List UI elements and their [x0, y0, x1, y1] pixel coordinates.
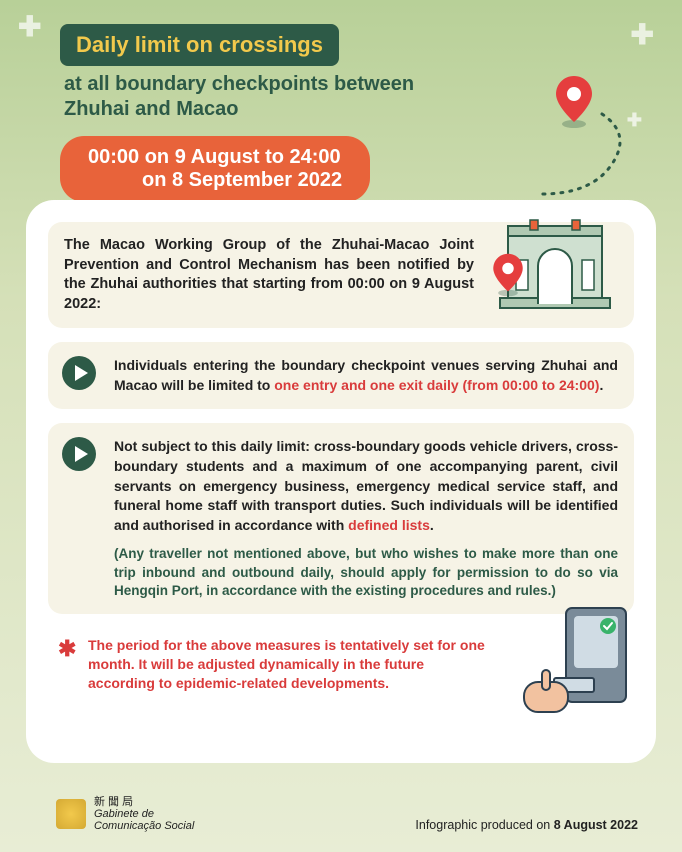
- date-range-pill: 00:00 on 9 August to 24:00 on 8 Septembe…: [60, 136, 370, 202]
- footer-produced: Infographic produced on 8 August 2022: [415, 818, 638, 832]
- play-bullet-icon: [62, 356, 96, 390]
- produced-date: 8 August 2022: [554, 818, 638, 832]
- bullet-highlight: one entry and one exit daily (from 00:00…: [274, 377, 599, 393]
- bullet-item: Individuals entering the boundary checkp…: [48, 342, 634, 409]
- bullet-note: (Any traveller not mentioned above, but …: [114, 545, 618, 600]
- bullet-after: .: [599, 377, 603, 393]
- dotted-path-icon: [532, 104, 642, 214]
- agency-logo-icon: [56, 799, 86, 829]
- date-line2: on 8 September 2022: [88, 169, 342, 192]
- main-card: The Macao Working Group of the Zhuhai-Ma…: [26, 200, 656, 763]
- date-line1: 00:00 on 9 August to 24:00: [88, 146, 341, 168]
- play-bullet-icon: [62, 437, 96, 471]
- star-note-text: The period for the above measures is ten…: [88, 636, 494, 693]
- subtitle: at all boundary checkpoints between Zhuh…: [64, 72, 484, 122]
- agency-pt1: Gabinete de: [94, 808, 194, 820]
- produced-prefix: Infographic produced on: [415, 818, 553, 832]
- bullet-after: .: [430, 517, 434, 533]
- asterisk-icon: ✱: [58, 636, 76, 662]
- plus-deco: ✚: [18, 10, 41, 43]
- bullet-text: Not subject to this daily limit: cross-b…: [114, 437, 618, 535]
- bullet-text: Individuals entering the boundary checkp…: [114, 356, 618, 395]
- title-pill: Daily limit on crossings: [60, 24, 339, 66]
- agency-name: 新 聞 局 Gabinete de Comunicação Social: [94, 796, 194, 832]
- kiosk-illustration: [516, 600, 636, 720]
- map-pin-icon: [490, 252, 526, 298]
- bullet-item: Not subject to this daily limit: cross-b…: [48, 423, 634, 614]
- intro-text: The Macao Working Group of the Zhuhai-Ma…: [64, 236, 474, 314]
- bullet-highlight: defined lists: [348, 517, 430, 533]
- plus-deco: ✚: [631, 18, 654, 51]
- footer-agency: 新 聞 局 Gabinete de Comunicação Social: [56, 796, 194, 832]
- title-text: Daily limit on crossings: [76, 32, 323, 57]
- agency-pt2: Comunicação Social: [94, 820, 194, 832]
- agency-cn: 新 聞 局: [94, 796, 194, 808]
- intro-box: The Macao Working Group of the Zhuhai-Ma…: [48, 222, 634, 328]
- star-note-box: ✱ The period for the above measures is t…: [48, 628, 634, 693]
